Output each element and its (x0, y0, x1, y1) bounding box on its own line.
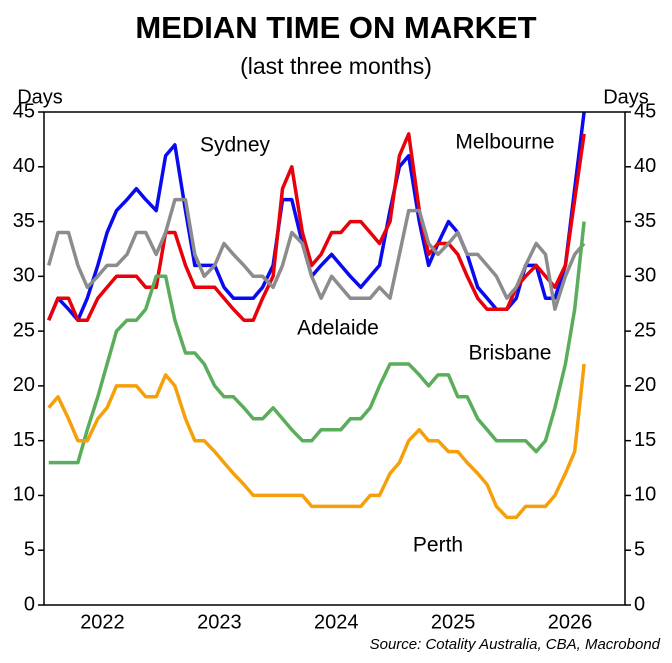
y2-tick-label: 45 (634, 100, 656, 122)
y-tick-label: 45 (13, 100, 35, 122)
series-line (47, 111, 586, 322)
series-line (48, 221, 586, 465)
chart-subtitle: (last three months) (240, 53, 432, 79)
y-tick-label: 15 (13, 429, 35, 451)
y2-tick-label: 35 (634, 210, 656, 232)
y-tick-label: 0 (24, 593, 35, 615)
y2-tick-label: 15 (634, 429, 656, 451)
y-tick-label: 5 (24, 539, 35, 561)
y2-tick-label: 20 (634, 374, 656, 396)
series-label: Sydney (200, 134, 271, 157)
series-label: Brisbane (469, 342, 552, 365)
plot-frame (43, 111, 626, 606)
series-label: Melbourne (455, 131, 554, 154)
x-tick-label: 2024 (314, 611, 359, 633)
y2-tick-label: 30 (634, 265, 656, 287)
series-line (47, 197, 586, 311)
y2-tick-label: 0 (634, 593, 645, 615)
y-tick-label: 25 (13, 319, 35, 341)
y2-tick-label: 40 (634, 155, 656, 177)
x-tick-label: 2026 (548, 611, 593, 633)
y2-tick-label: 5 (634, 539, 645, 561)
y-tick-label: 20 (13, 374, 35, 396)
y2-axis-label: Days (603, 86, 649, 108)
x-tick-label: 2023 (197, 611, 242, 633)
y-axis-label: Days (17, 86, 63, 108)
source-note: Source: Cotality Australia, CBA, Macrobo… (370, 636, 661, 653)
series-label: Adelaide (297, 317, 379, 340)
y-tick-label: 40 (13, 155, 35, 177)
x-tick-label: 2022 (80, 611, 125, 633)
series-line (47, 132, 586, 322)
y-tick-label: 10 (13, 484, 35, 506)
y2-tick-label: 10 (634, 484, 656, 506)
y-tick-label: 30 (13, 265, 35, 287)
series-label: Perth (413, 534, 463, 557)
chart-title: MEDIAN TIME ON MARKET (135, 10, 536, 45)
y-tick-label: 35 (13, 210, 35, 232)
y2-tick-label: 25 (634, 319, 656, 341)
series-line (47, 363, 586, 520)
x-tick-label: 2025 (431, 611, 476, 633)
